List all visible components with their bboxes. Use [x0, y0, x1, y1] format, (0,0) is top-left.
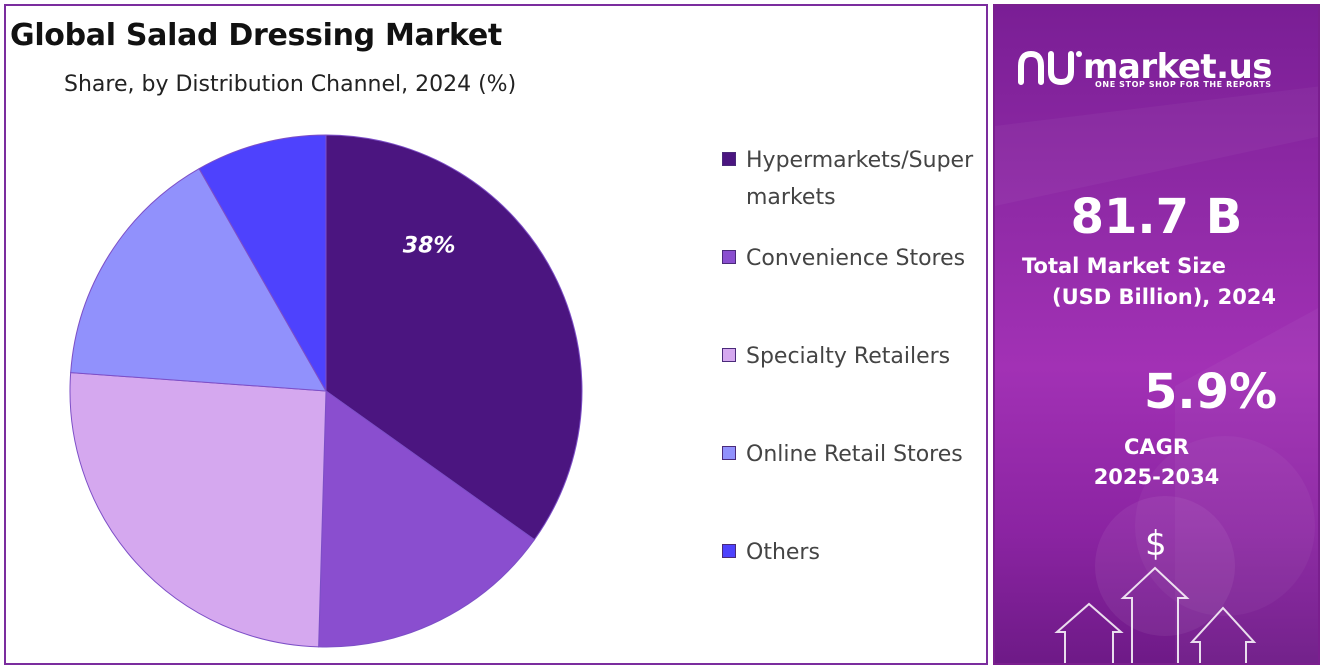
- brand-logo: market.us: [1017, 46, 1273, 88]
- pie-slice-0: [325, 134, 583, 541]
- legend-item-3: Online Retail Stores: [722, 436, 984, 534]
- legend-swatch-3: [722, 446, 736, 460]
- growth-arrows-icon: [1054, 566, 1257, 663]
- pie-slice-3: [70, 168, 327, 392]
- legend-label-3: Online Retail Stores: [746, 442, 963, 467]
- market-us-logo-icon: [1018, 50, 1082, 86]
- legend-swatch-2: [722, 348, 736, 362]
- market-size-value: 81.7 B: [1070, 189, 1243, 245]
- dollar-icon: $: [1145, 524, 1167, 564]
- chart-subtitle: Share, by Distribution Channel, 2024 (%): [64, 72, 517, 97]
- cagr-value: 5.9%: [1143, 364, 1278, 420]
- pie-slice-4: [198, 134, 327, 393]
- legend-swatch-1: [722, 250, 736, 264]
- market-size-unit-label: (USD Billion), 2024: [1052, 285, 1277, 309]
- pie-slice-label-0: 38%: [403, 233, 456, 258]
- legend-swatch-4: [722, 544, 736, 558]
- cagr-period-label: 2025-2034: [1093, 465, 1220, 489]
- legend-label-1: Convenience Stores: [746, 246, 966, 271]
- brand-name: market.us: [1083, 47, 1273, 87]
- legend-item-4: Others: [722, 534, 984, 632]
- legend-label-2: Specialty Retailers: [746, 344, 951, 369]
- brand-tagline: ONE STOP SHOP FOR THE REPORTS: [1095, 80, 1272, 89]
- legend-label-4: Others: [746, 540, 820, 565]
- legend-item-0: Hypermarkets/Supermarkets: [722, 142, 984, 240]
- pie-slice-2: [69, 372, 327, 648]
- pie-slice-1: [318, 390, 536, 648]
- background-graphic: [995, 86, 1318, 663]
- legend-label-0: Hypermarkets/Supermarkets: [746, 148, 974, 210]
- legend-item-1: Convenience Stores: [722, 240, 984, 338]
- legend-item-2: Specialty Retailers: [722, 338, 984, 436]
- market-size-label: Total Market Size: [1022, 254, 1226, 278]
- pie-chart: 38%: [69, 134, 583, 648]
- cagr-label: CAGR: [1123, 435, 1190, 459]
- summary-panel: market.us ONE STOP SHOP FOR THE REPORTS …: [993, 4, 1320, 665]
- legend-swatch-0: [722, 152, 736, 166]
- chart-legend: Hypermarkets/Supermarkets Convenience Sto…: [722, 142, 984, 632]
- chart-title: Global Salad Dressing Market: [10, 18, 502, 53]
